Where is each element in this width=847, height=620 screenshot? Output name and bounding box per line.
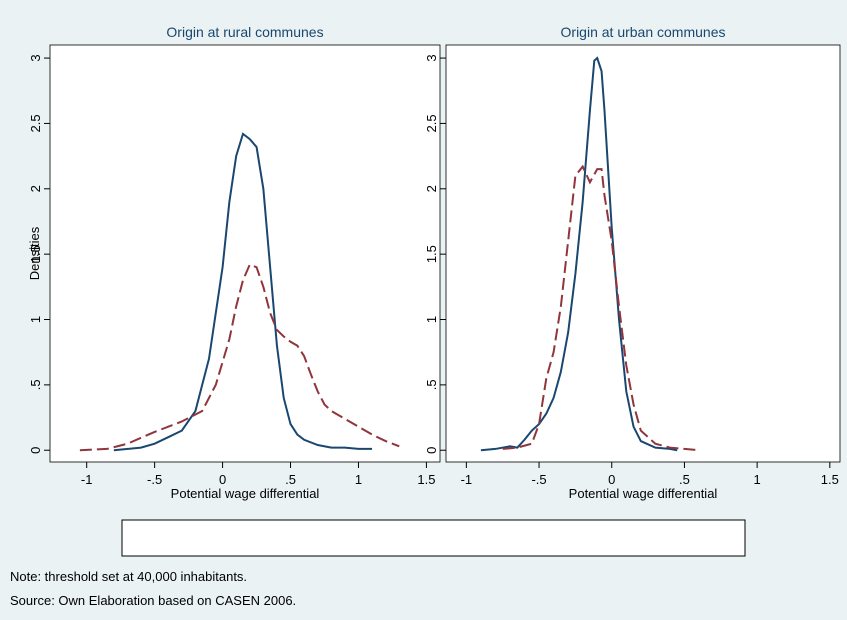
density-line [113, 132, 373, 452]
x-axis-label: Potential wage differential [171, 486, 320, 501]
note: Source: Own Elaboration based on CASEN 2… [10, 593, 296, 608]
x-tick-label: 0 [608, 472, 615, 487]
y-tick-label: 0 [28, 447, 43, 454]
y-tick-label: 2.5 [424, 114, 439, 132]
x-tick-label: -.5 [147, 472, 162, 487]
y-tick-label: 2.5 [28, 114, 43, 132]
y-tick-label: 1.5 [424, 245, 439, 263]
y-tick-label: 0 [424, 447, 439, 454]
density-line [79, 263, 400, 452]
x-tick-label: -1 [81, 472, 93, 487]
y-tick-label: 1 [424, 316, 439, 323]
y-axis-label: Densities [27, 226, 42, 280]
y-tick-label: .5 [28, 379, 43, 390]
x-tick-label: .5 [285, 472, 296, 487]
x-tick-label: -.5 [531, 472, 546, 487]
panel-title: Origin at rural communes [166, 24, 323, 40]
panel-title: Origin at urban communes [561, 24, 726, 40]
x-tick-label: .5 [679, 472, 690, 487]
x-axis-label: Potential wage differential [569, 486, 718, 501]
x-tick-label: 0 [219, 472, 226, 487]
note: Note: threshold set at 40,000 inhabitant… [10, 569, 247, 584]
y-tick-label: 3 [424, 54, 439, 61]
y-tick-label: 1.5 [28, 245, 43, 263]
x-tick-label: 1 [355, 472, 362, 487]
y-tick-label: .5 [424, 379, 439, 390]
x-tick-label: 1.5 [417, 472, 435, 487]
plot-area [49, 44, 441, 463]
y-tick-label: 1 [28, 316, 43, 323]
plot-area [445, 44, 841, 463]
y-tick-label: 2 [424, 185, 439, 192]
y-tick-label: 3 [28, 54, 43, 61]
density-line [502, 164, 700, 452]
density-line [480, 56, 678, 452]
x-tick-label: 1 [754, 472, 761, 487]
legend-box [121, 519, 746, 557]
x-tick-label: 1.5 [821, 472, 839, 487]
y-tick-label: 2 [28, 185, 43, 192]
x-tick-label: -1 [461, 472, 473, 487]
